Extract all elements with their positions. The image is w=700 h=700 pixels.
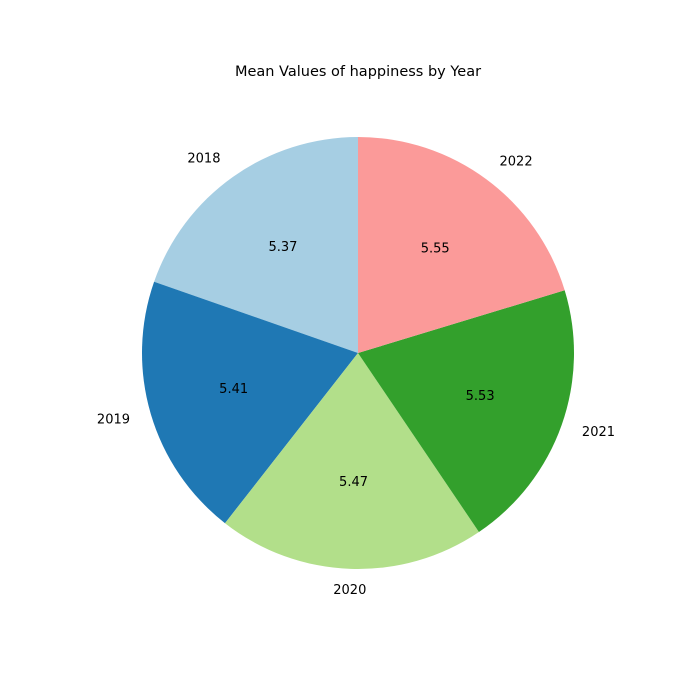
- category-label-2019: 2019: [97, 412, 130, 427]
- value-label-2018: 5.37: [269, 240, 298, 255]
- category-label-2022: 2022: [500, 155, 533, 170]
- pie-slice-2021: [358, 290, 574, 532]
- category-label-2021: 2021: [582, 425, 615, 440]
- pie-slice-2019: [142, 281, 358, 524]
- category-label-2018: 2018: [187, 152, 220, 167]
- value-label-2019: 5.41: [219, 382, 248, 397]
- pie-slice-2018: [154, 137, 358, 353]
- value-label-2020: 5.47: [339, 475, 368, 490]
- value-label-2021: 5.53: [466, 389, 495, 404]
- value-label-2022: 5.55: [421, 241, 450, 256]
- pie-slice-2022: [358, 137, 565, 353]
- category-label-2020: 2020: [333, 583, 366, 598]
- chart-title: Mean Values of happiness by Year: [235, 64, 481, 80]
- pie-slice-2020: [225, 353, 479, 569]
- pie-labels: 2018 5.37 2019 5.41 2020 5.47 2021 5.53 2022 5.55: [97, 152, 615, 598]
- pie-slices: [142, 137, 574, 569]
